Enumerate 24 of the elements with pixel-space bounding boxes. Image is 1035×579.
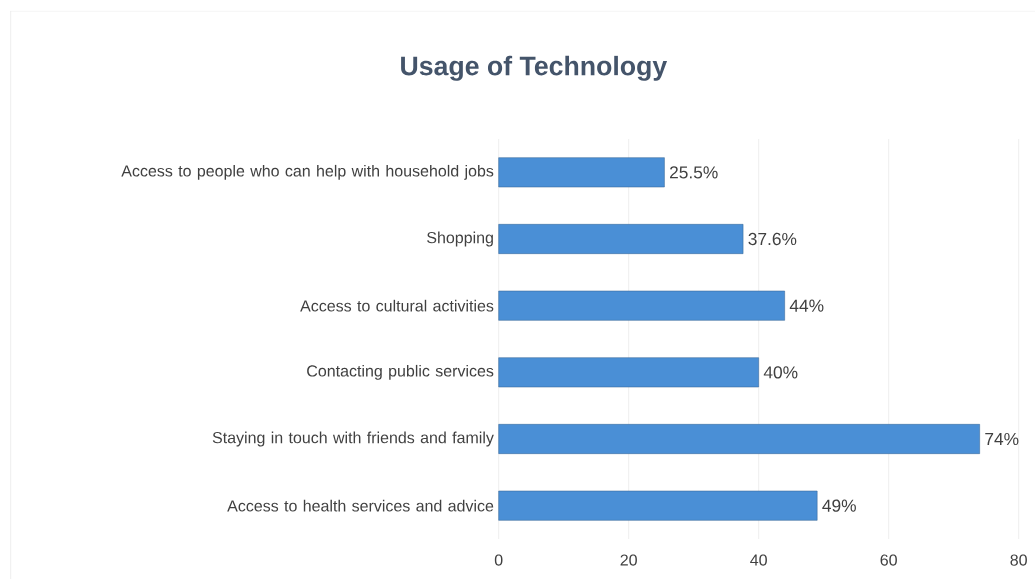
bar [498, 357, 759, 388]
bar [498, 490, 818, 521]
x-tick-label: 60 [880, 554, 897, 566]
x-tick-label: 80 [1010, 554, 1027, 566]
data-label: 40% [763, 366, 798, 379]
y-tick-label: Access to people who can help with household jobs [121, 164, 494, 180]
x-tick-label: 40 [750, 554, 767, 566]
data-label: 74% [985, 432, 1019, 446]
x-tick-label: 20 [620, 554, 637, 566]
data-label: 49% [822, 499, 856, 512]
x-tick-label: 0 [494, 554, 503, 566]
data-label: 25.5% [670, 166, 718, 179]
y-tick-label: Access to health services and advice [227, 499, 494, 512]
y-tick-label: Staying in touch with friends and family [212, 431, 494, 447]
bar [498, 290, 785, 321]
y-tick-label: Shopping [427, 231, 493, 247]
data-label: 37.6% [748, 232, 797, 246]
y-tick-label: Access to cultural activities [300, 299, 494, 312]
bar [498, 224, 744, 254]
chart-title: Usage of Technology [401, 55, 668, 81]
bar [498, 157, 665, 188]
data-label: 44% [789, 299, 824, 312]
y-tick-label: Contacting public services [307, 364, 494, 380]
bar [498, 424, 980, 454]
